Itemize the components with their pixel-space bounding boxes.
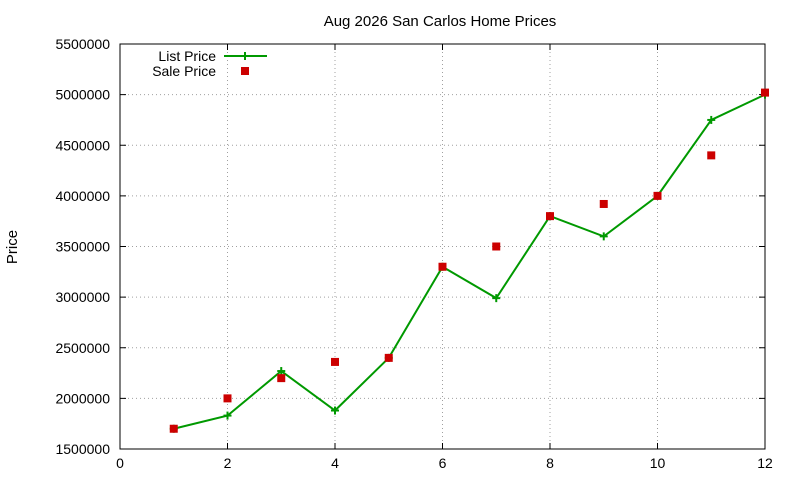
sale-price-point	[492, 242, 501, 251]
x-tick-label: 10	[650, 455, 666, 471]
sale-price-point	[653, 191, 662, 200]
legend-marker-list-price	[241, 52, 249, 60]
sale-price-point	[331, 357, 339, 366]
y-tick-label: 2500000	[55, 340, 110, 356]
y-tick-label: 5500000	[55, 36, 110, 52]
sale-price-point	[761, 88, 769, 97]
y-tick-label: 5000000	[55, 87, 110, 103]
list-price-point	[223, 411, 232, 420]
list-price-point	[599, 232, 608, 241]
y-tick-label: 3500000	[55, 239, 110, 255]
sale-price-point	[707, 151, 716, 160]
axis-ticks: 1500000 2000000 2500000 3000000 3500000 40000…	[55, 36, 773, 471]
sale-price-point	[169, 424, 178, 433]
y-tick-label: 1500000	[55, 441, 110, 457]
y-tick-label: 4000000	[55, 188, 110, 204]
list-price-point	[277, 367, 286, 376]
sale-price-point	[223, 394, 232, 403]
grid-lines	[120, 44, 765, 449]
x-tick-label: 2	[224, 455, 232, 471]
sale-price-point	[546, 212, 554, 221]
y-axis-label: Price	[4, 230, 21, 264]
x-tick-label: 12	[757, 455, 773, 471]
sale-price-point	[599, 199, 608, 208]
legend-label-sale-price: Sale Price	[152, 63, 216, 79]
list-price-point	[707, 115, 716, 124]
x-tick-label: 6	[439, 455, 447, 471]
sale-price-point	[277, 374, 286, 383]
sale-price-point	[438, 262, 447, 271]
y-tick-label: 2000000	[55, 390, 110, 406]
legend-marker-sale-price	[241, 67, 249, 75]
x-tick-label: 0	[116, 455, 124, 471]
y-tick-label: 3000000	[55, 289, 110, 305]
list-price-point	[492, 294, 501, 303]
x-tick-label: 8	[546, 455, 554, 471]
chart-title: Aug 2026 San Carlos Home Prices	[324, 13, 557, 30]
list-price-line	[173, 93, 766, 430]
list-price-point	[331, 406, 339, 415]
data-series	[169, 88, 769, 433]
x-tick-label: 4	[331, 455, 339, 471]
y-tick-label: 4500000	[55, 137, 110, 153]
sale-price-point	[384, 353, 393, 362]
legend-label-list-price: List Price	[158, 48, 216, 64]
